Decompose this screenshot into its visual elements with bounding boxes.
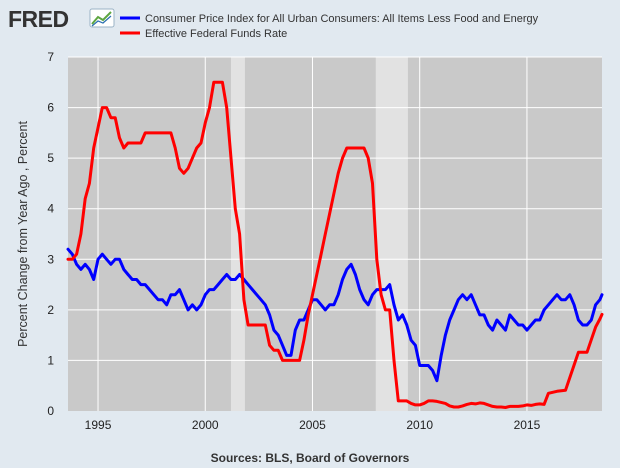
series-line-cpi bbox=[66, 247, 604, 383]
y-axis-ticks: 0 1 2 3 4 5 6 7 bbox=[47, 50, 54, 418]
gridlines bbox=[68, 56, 602, 411]
x-tick-label-1995: 1995 bbox=[85, 418, 112, 432]
y-axis-label: Percent Change from Year Ago , Percent bbox=[16, 121, 30, 347]
y-tick-label-3: 3 bbox=[47, 252, 54, 266]
y-tick-label-4: 4 bbox=[47, 202, 54, 216]
legend: Consumer Price Index for All Urban Consu… bbox=[120, 13, 539, 40]
series-lines bbox=[66, 80, 604, 409]
x-tick-label-2000: 2000 bbox=[192, 418, 219, 432]
y-tick-label-6: 6 bbox=[47, 101, 54, 115]
x-tick-label-2010: 2010 bbox=[406, 418, 433, 432]
legend-label-fedfunds: Effective Federal Funds Rate bbox=[145, 28, 287, 40]
fred-sparkline-logo-icon bbox=[89, 8, 115, 28]
x-axis-ticks: 1995 2000 2005 2010 2015 bbox=[85, 418, 541, 432]
recession-band-1 bbox=[375, 57, 408, 411]
y-tick-label-7: 7 bbox=[47, 50, 54, 64]
y-tick-label-0: 0 bbox=[47, 404, 54, 418]
y-tick-label-5: 5 bbox=[47, 151, 54, 165]
x-tick-label-2015: 2015 bbox=[514, 418, 541, 432]
series-line-fedfunds bbox=[66, 80, 604, 409]
y-tick-label-2: 2 bbox=[47, 303, 54, 317]
source-text: Sources: BLS, Board of Governors bbox=[211, 451, 410, 465]
recession-band-0 bbox=[230, 57, 245, 411]
y-tick-label-1: 1 bbox=[47, 353, 54, 367]
legend-label-cpi: Consumer Price Index for All Urban Consu… bbox=[145, 13, 539, 25]
plot-area bbox=[68, 57, 602, 411]
x-tick-label-2005: 2005 bbox=[299, 418, 326, 432]
fred-logo[interactable]: FRED bbox=[8, 6, 69, 32]
